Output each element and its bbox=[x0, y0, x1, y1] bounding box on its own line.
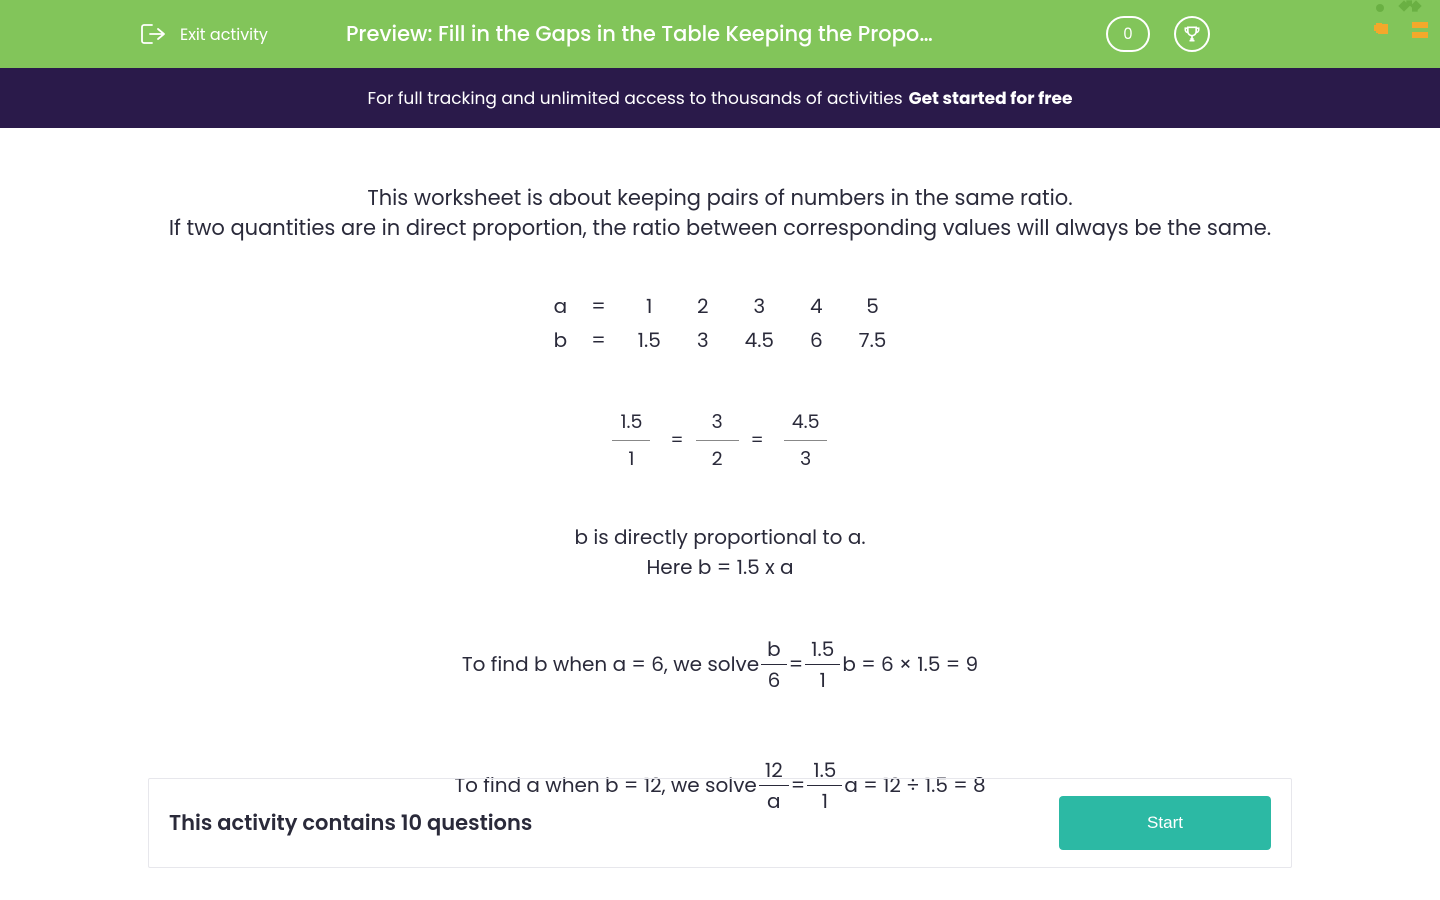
proportional-text: b is directly proportional to a. Here b … bbox=[148, 522, 1292, 582]
row-label-b: b bbox=[536, 323, 578, 357]
cell: 4.5 bbox=[727, 323, 792, 357]
numerator: 1.5 bbox=[805, 634, 840, 665]
denominator: 6 bbox=[762, 665, 787, 695]
cell: 2 bbox=[679, 289, 727, 323]
fraction-equality: 1.5 1 = 3 2 = 4.5 3 bbox=[148, 404, 1292, 478]
page-title: Preview: Fill in the Gaps in the Table K… bbox=[346, 19, 936, 50]
intro-line-2: If two quantities are in direct proporti… bbox=[148, 214, 1292, 244]
fraction: 1.5 1 bbox=[805, 634, 840, 695]
score-value: 0 bbox=[1123, 23, 1132, 46]
cell: 1.5 bbox=[620, 323, 679, 357]
cell: 5 bbox=[841, 289, 905, 323]
denominator: 1 bbox=[814, 665, 832, 695]
equals-sign: = bbox=[670, 427, 683, 454]
equals-sign: = bbox=[577, 323, 619, 357]
denominator: 1 bbox=[612, 440, 650, 478]
get-started-link[interactable]: Get started for free bbox=[909, 85, 1073, 111]
trophy-icon bbox=[1182, 24, 1202, 44]
brand-decor-icon bbox=[1370, 0, 1440, 50]
banner-text: For full tracking and unlimited access t… bbox=[368, 85, 903, 111]
start-button[interactable]: Start bbox=[1059, 796, 1271, 850]
denominator: 3 bbox=[784, 440, 827, 478]
table-row: b = 1.5 3 4.5 6 7.5 bbox=[536, 323, 905, 357]
denominator: 2 bbox=[696, 440, 739, 478]
equals-sign: = bbox=[751, 427, 764, 454]
solve-suffix: b = 6 × 1.5 = 9 bbox=[842, 649, 978, 679]
numerator: b bbox=[761, 634, 787, 665]
fraction: 4.5 3 bbox=[776, 404, 836, 478]
cell: 4 bbox=[792, 289, 841, 323]
prop-line-2: Here b = 1.5 x a bbox=[148, 552, 1292, 582]
fraction: b 6 bbox=[761, 634, 787, 695]
header-right-group: 0 bbox=[1106, 16, 1210, 52]
exit-activity-button[interactable]: Exit activity bbox=[140, 22, 268, 47]
exit-icon bbox=[140, 22, 168, 46]
prop-line-1: b is directly proportional to a. bbox=[148, 522, 1292, 552]
equals-sign: = bbox=[789, 649, 803, 679]
numerator: 1.5 bbox=[604, 404, 658, 441]
numerator: 3 bbox=[695, 404, 738, 441]
main-content: This worksheet is about keeping pairs of… bbox=[0, 128, 1440, 816]
solve-example-1: To find b when a = 6, we solve b 6 = 1.5… bbox=[148, 634, 1292, 695]
row-label-a: a bbox=[536, 289, 578, 323]
cell: 7.5 bbox=[841, 323, 905, 357]
score-badge[interactable]: 0 bbox=[1106, 16, 1150, 52]
footer-bar: This activity contains 10 questions Star… bbox=[148, 778, 1292, 868]
equals-sign: = bbox=[577, 289, 619, 323]
fraction: 3 2 bbox=[695, 404, 738, 478]
cell: 3 bbox=[727, 289, 792, 323]
cell: 6 bbox=[792, 323, 841, 357]
cell: 3 bbox=[679, 323, 727, 357]
cell: 1 bbox=[620, 289, 679, 323]
trophy-button[interactable] bbox=[1174, 16, 1210, 52]
ratio-table: a = 1 2 3 4 5 b = 1.5 3 4.5 6 7.5 bbox=[536, 289, 905, 357]
intro-line-1: This worksheet is about keeping pairs of… bbox=[148, 184, 1292, 214]
header-bar: Exit activity Preview: Fill in the Gaps … bbox=[0, 0, 1440, 68]
table-row: a = 1 2 3 4 5 bbox=[536, 289, 905, 323]
solve-prefix: To find b when a = 6, we solve bbox=[462, 649, 759, 679]
promo-banner: For full tracking and unlimited access t… bbox=[0, 68, 1440, 128]
exit-label: Exit activity bbox=[180, 22, 268, 47]
numerator: 4.5 bbox=[776, 404, 836, 441]
fraction: 1.5 1 bbox=[604, 404, 658, 478]
question-count-text: This activity contains 10 questions bbox=[169, 808, 532, 839]
